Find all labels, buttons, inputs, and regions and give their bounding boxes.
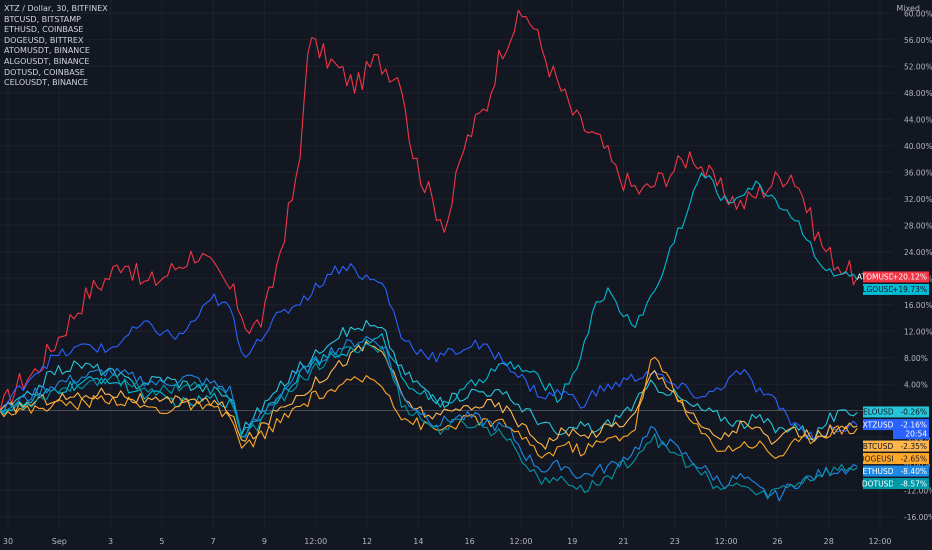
legend-item[interactable]: ALGOUSDT, BINANCE	[4, 56, 90, 66]
y-tick-label: 40.00%	[904, 142, 932, 151]
y-tick-label: 52.00%	[904, 62, 932, 71]
price-tag-value: -8.40%	[900, 467, 927, 476]
price-tag-label-box	[863, 453, 893, 465]
price-tag-label: XTZUSD	[863, 420, 894, 429]
price-tag-label: DOTUSD	[862, 479, 895, 488]
x-tick-label: 12	[362, 537, 372, 546]
price-tag-value: -2.65%	[900, 454, 927, 463]
price-tag-value: -0.26%	[900, 408, 927, 417]
y-tick-label: 56.00%	[904, 36, 932, 45]
x-tick-label: 23	[670, 537, 680, 546]
y-tick-label: -16.00%	[904, 513, 932, 522]
x-tick-label: 9	[262, 537, 267, 546]
price-tag-value-box	[893, 453, 929, 465]
price-tag-xtzusd: XTZUSD -2.16%20:54	[863, 419, 929, 440]
legend-item[interactable]: ATOMUSDT, BINANCE	[4, 46, 90, 56]
x-tick-label: 12:00	[304, 537, 327, 546]
price-tag-value-box	[893, 271, 929, 283]
series-line-algousdt	[0, 172, 858, 435]
y-tick-label: 36.00%	[904, 168, 932, 177]
series-line-xtzusd	[0, 263, 858, 442]
y-tick-label: 12.00%	[904, 327, 932, 336]
price-tag-label: ALGOUSDT	[857, 285, 899, 294]
series-line-dogeusd	[0, 356, 858, 460]
x-tick-label: 19	[567, 537, 577, 546]
y-tick-label: 16.00%	[904, 301, 932, 310]
x-tick-label: 30	[3, 537, 13, 546]
price-tag-value-box	[893, 465, 929, 477]
price-tag-label: ATOMUSDT	[857, 273, 900, 282]
price-tag-dogeusd: DOGEUSD -2.65%	[859, 453, 929, 465]
x-tick-label: 12:00	[509, 537, 532, 546]
x-tick-label: 16	[465, 537, 475, 546]
price-tag-label-box	[863, 283, 893, 295]
price-tag-value-box	[893, 419, 929, 440]
price-tag-atomusdt: ATOMUSDT+20.12%	[857, 271, 929, 283]
legend-item[interactable]: BTCUSD, BITSTAMP	[4, 14, 81, 24]
y-tick-label: 32.00%	[904, 195, 932, 204]
y-tick-label: 44.00%	[904, 115, 932, 124]
price-tag-value-box	[893, 406, 929, 418]
legend-item[interactable]: DOGEUSD, BITTREX	[4, 35, 84, 45]
price-tag-value: +19.73%	[892, 285, 927, 294]
series-line-ethusd	[0, 335, 858, 502]
y-tick-label: 48.00%	[904, 89, 932, 98]
x-tick-label: 7	[211, 537, 216, 546]
x-tick-label: 21	[618, 537, 628, 546]
price-tag-btcusd: BTCUSD -2.35%	[863, 440, 929, 452]
legend-item[interactable]: ETHUSD, COINBASE	[4, 25, 84, 35]
series-line-atomusdt	[0, 9, 858, 411]
price-tag-algousdt: ALGOUSDT+19.73%	[857, 283, 929, 295]
price-tag-label-box	[863, 271, 893, 283]
price-tag-countdown: 20:54	[905, 430, 927, 439]
x-tick-label: Sep	[52, 537, 67, 546]
price-tag-label-box	[863, 465, 893, 477]
price-tag-value: +20.12%	[892, 273, 927, 282]
x-tick-label: 5	[159, 537, 164, 546]
x-tick-label: 12:00	[715, 537, 738, 546]
y-tick-label: 28.00%	[904, 221, 932, 230]
x-tick-label: 3	[108, 537, 113, 546]
y-tick-label: -12.00%	[904, 486, 932, 495]
price-tag-label-box	[863, 406, 893, 418]
price-tag-value: -2.16%	[900, 420, 927, 429]
legend-item[interactable]: DOTUSD, COINBASE	[4, 67, 85, 77]
price-tag-label: BTCUSD	[863, 442, 894, 451]
x-tick-label: 12:00	[868, 537, 891, 546]
price-tag-value-box	[893, 283, 929, 295]
series-line-btcusd	[0, 341, 858, 450]
price-tag-value: -8.57%	[900, 479, 927, 488]
price-tag-value: -2.35%	[900, 442, 927, 451]
price-tag-label-box	[863, 440, 893, 452]
price-tag-celousdt: CELOUSDT -0.26%	[858, 406, 929, 418]
x-tick-label: 14	[413, 537, 423, 546]
price-tag-value-box	[893, 440, 929, 452]
y-tick-label: 60.00%	[904, 9, 932, 18]
price-tag-label: DOGEUSD	[859, 454, 897, 463]
legend-title: XTZ / Dollar, 30, BITFINEX	[4, 4, 108, 13]
y-tick-label: 8.00%	[904, 354, 928, 363]
price-tag-dotusd: DOTUSD -8.57%	[862, 478, 929, 490]
price-tag-label-box	[863, 478, 893, 490]
legend: XTZ / Dollar, 30, BITFINEX BTCUSD, BITST…	[4, 4, 108, 89]
y-tick-label: 24.00%	[904, 248, 932, 257]
y-tick-label: -8.00%	[904, 460, 931, 469]
series-line-dotusd	[0, 343, 858, 500]
price-tag-label: CELOUSDT	[858, 408, 899, 417]
price-tag-label: ETHUSD	[863, 467, 894, 476]
legend-item[interactable]: CELOUSDT, BINANCE	[4, 78, 89, 88]
y-tick-label: 4.00%	[904, 380, 928, 389]
scale-mode-label[interactable]: Mixed	[896, 4, 920, 13]
price-tag-value-box	[893, 478, 929, 490]
x-tick-label: 28	[824, 537, 834, 546]
price-tag-ethusd: ETHUSD -8.40%	[863, 465, 929, 477]
price-tag-label-box	[863, 419, 893, 431]
x-tick-label: 26	[772, 537, 782, 546]
